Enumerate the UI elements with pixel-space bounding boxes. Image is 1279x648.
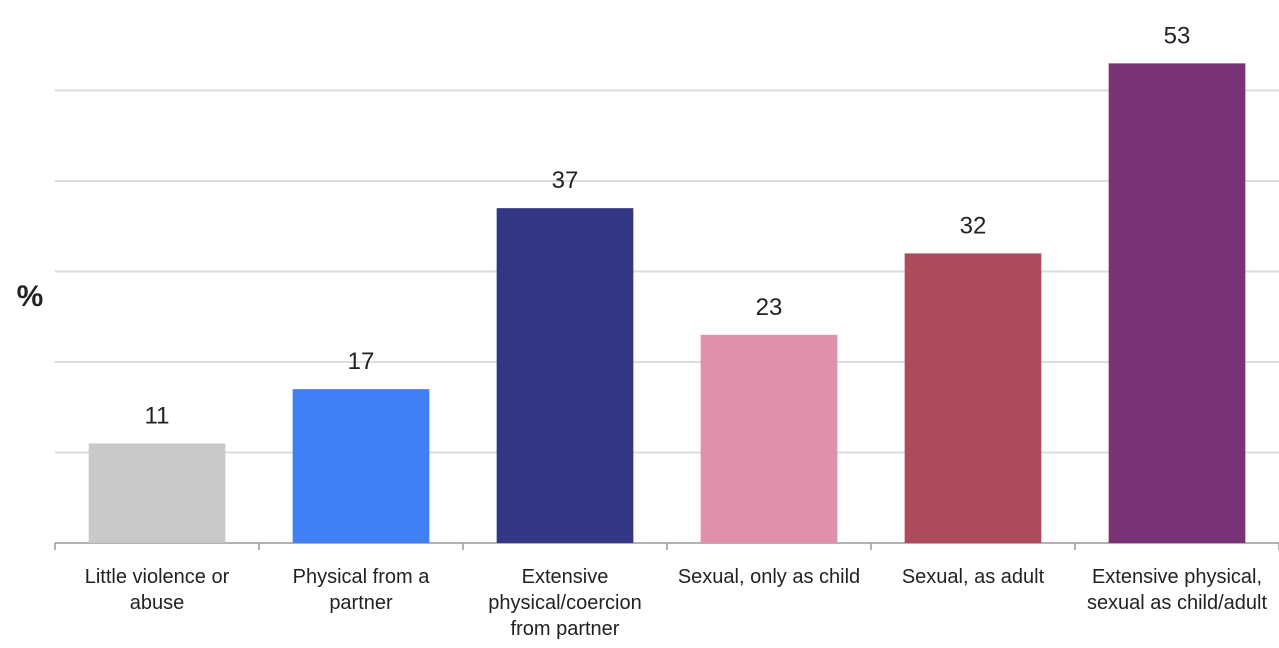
value-label: 32 xyxy=(960,212,987,239)
x-tick-label: Sexual, as adult xyxy=(901,566,1045,588)
value-label: 17 xyxy=(348,348,375,375)
bar xyxy=(904,253,1042,543)
y-axis-label: % xyxy=(17,280,44,313)
bar xyxy=(700,334,838,543)
x-tick-label: Extensive physical, sexual as child/adul… xyxy=(1086,566,1268,614)
value-label: 23 xyxy=(756,294,783,321)
bar xyxy=(496,208,634,543)
x-tick-label: Little violence or abuse xyxy=(84,566,230,614)
value-label: 53 xyxy=(1164,22,1191,49)
value-label: 11 xyxy=(145,402,170,429)
bar xyxy=(292,389,430,543)
value-label: 37 xyxy=(552,167,579,194)
bar xyxy=(1108,63,1246,543)
x-tick-label: Extensive physical/coercion from partner xyxy=(488,566,642,640)
x-tick-label: Physical from a partner xyxy=(292,566,430,614)
bar xyxy=(88,443,226,543)
x-tick-label: Sexual, only as child xyxy=(677,566,861,588)
